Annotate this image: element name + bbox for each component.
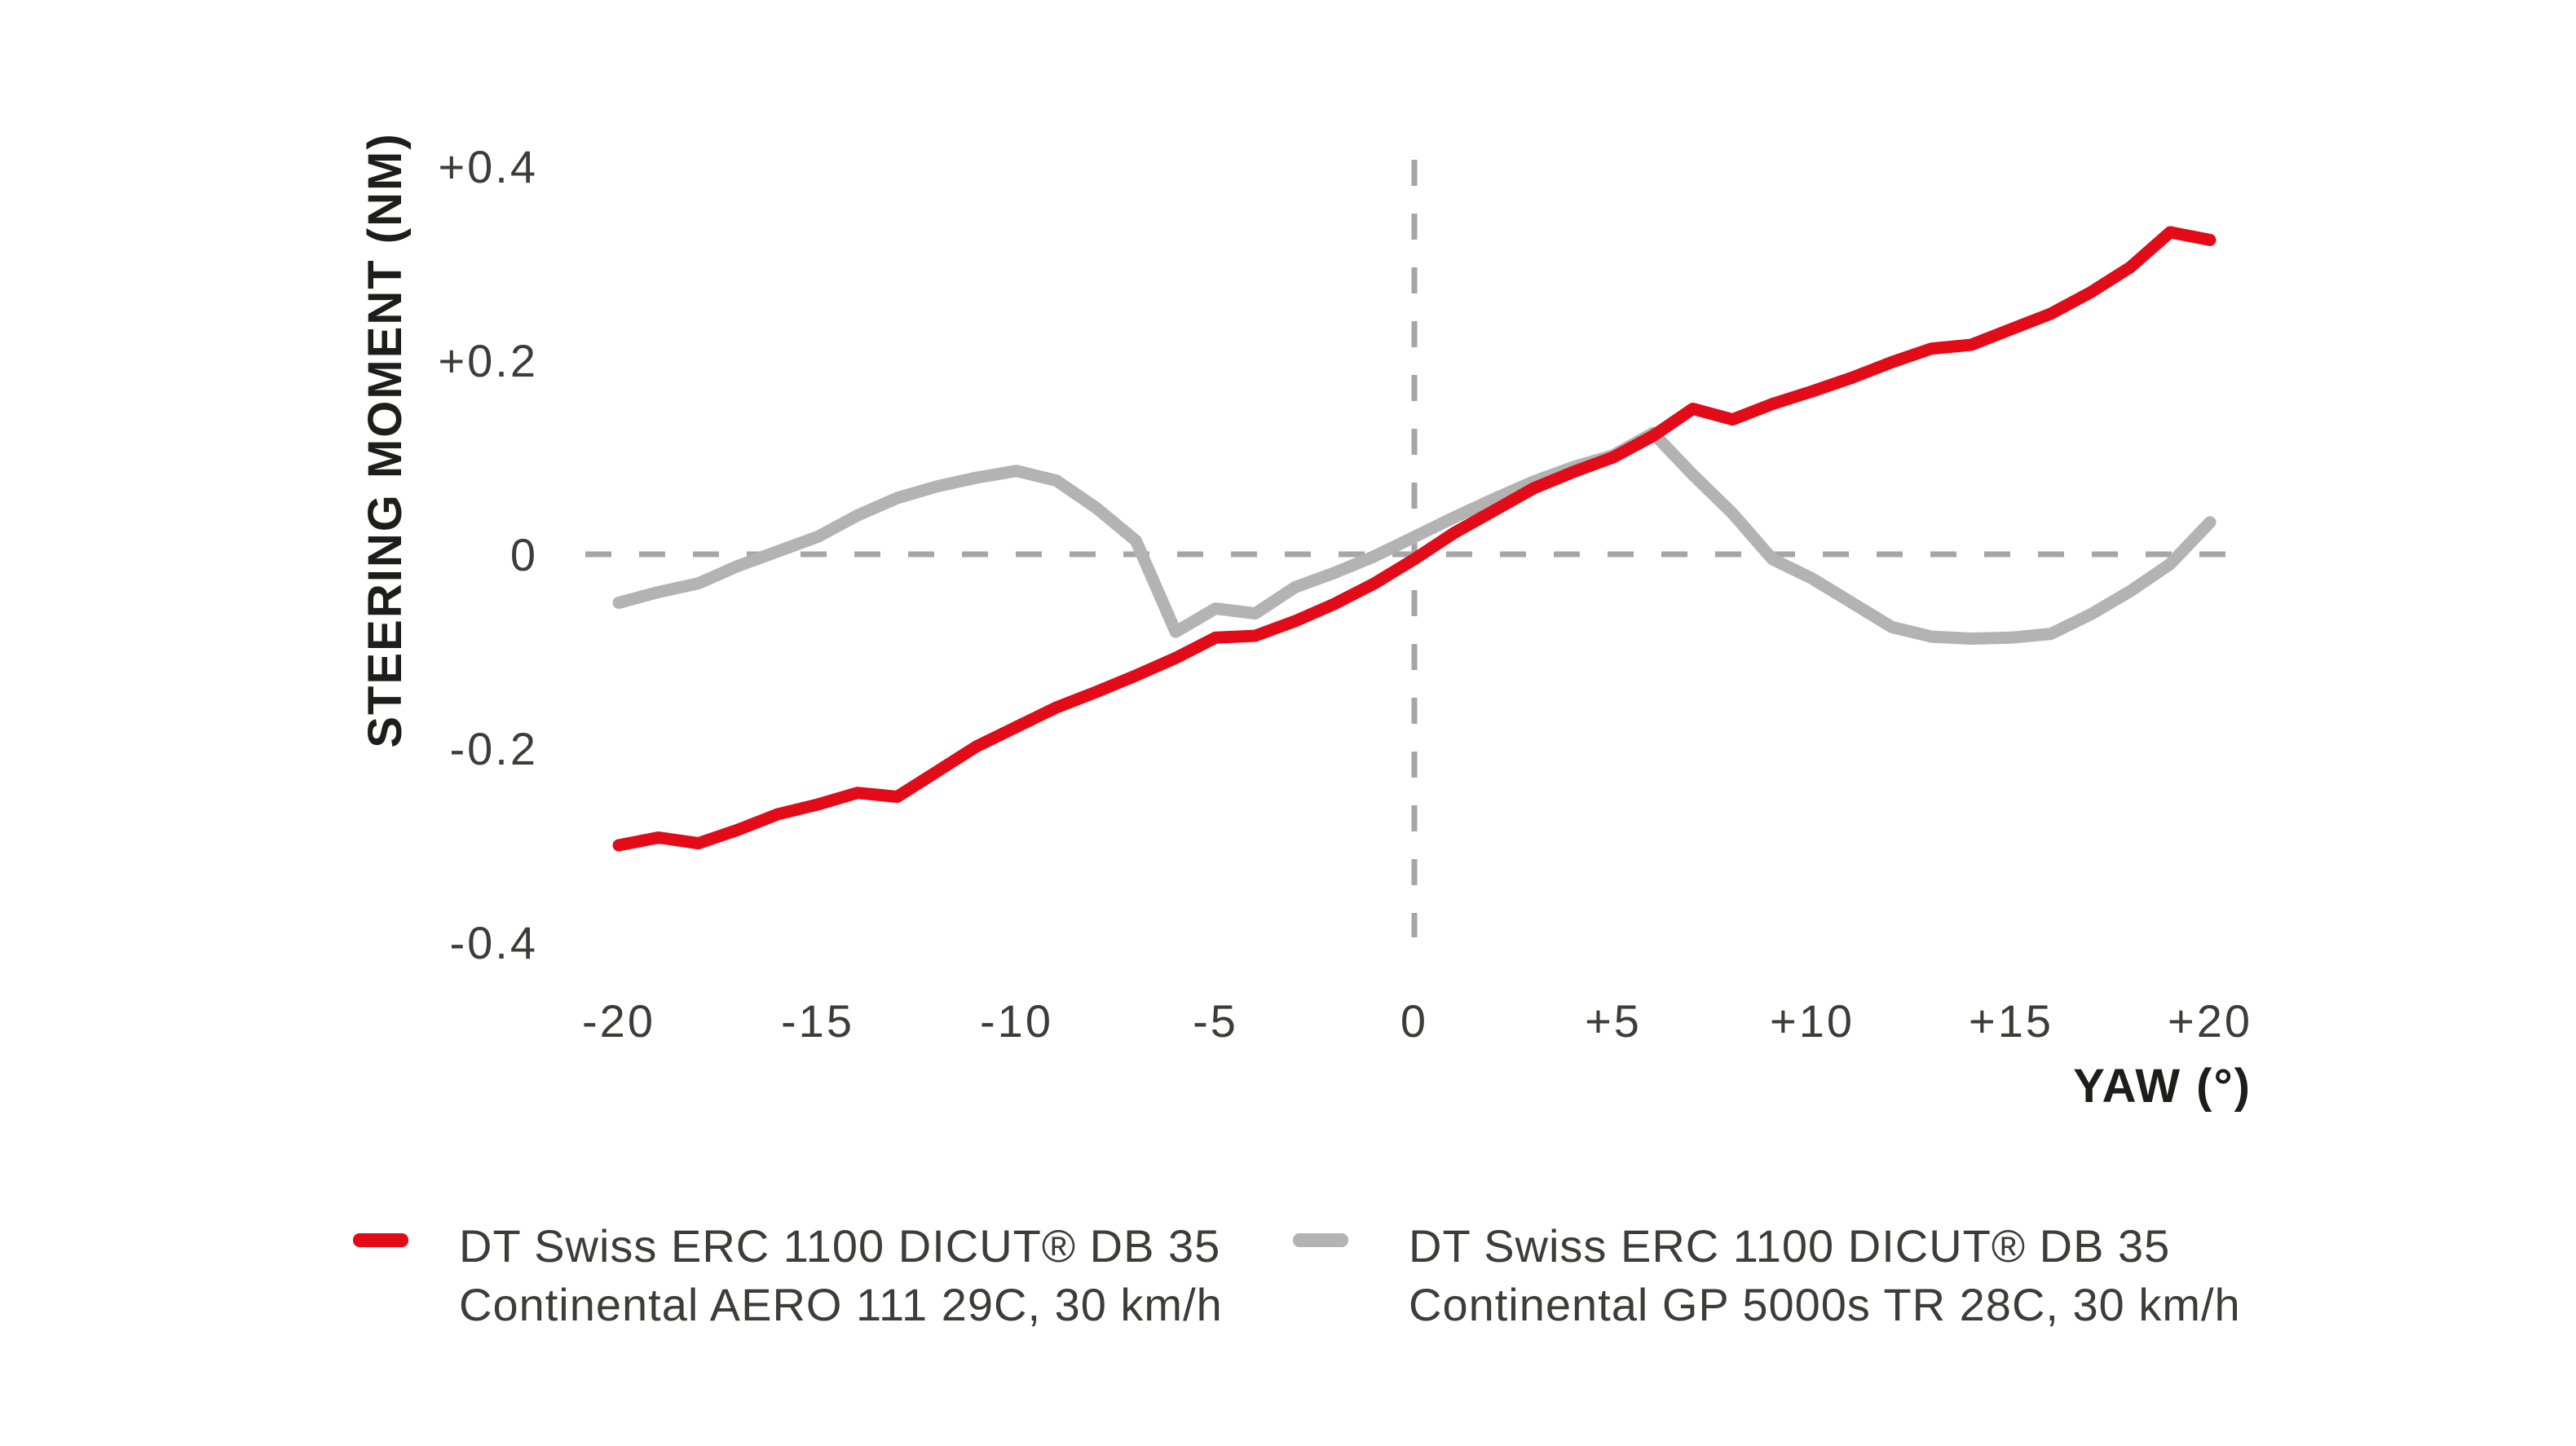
legend-item-aero111: DT Swiss ERC 1100 DICUT® DB 35 Continent… [353,1220,1223,1330]
x-tick-label: -15 [781,995,854,1047]
x-tick-label: -5 [1193,995,1238,1047]
x-axis-title: YAW (°) [2073,1060,2252,1113]
legend: DT Swiss ERC 1100 DICUT® DB 35 Continent… [353,1220,2241,1330]
legend-item-gp5000s: DT Swiss ERC 1100 DICUT® DB 35 Continent… [1293,1220,2241,1330]
legend-item-aero111-line1: DT Swiss ERC 1100 DICUT® DB 35 [459,1220,1220,1272]
legend-swatch-gray [1293,1233,1348,1247]
x-tick-label: +20 [2168,995,2252,1047]
zero-reference-lines [585,160,2235,937]
y-tick-label: +0.2 [438,335,538,386]
y-tick-label: 0 [510,529,538,580]
x-tick-label: -20 [582,995,655,1047]
legend-item-gp5000s-line2: Continental GP 5000s TR 28C, 30 km/h [1409,1279,2241,1330]
y-tick-label: -0.2 [450,723,539,774]
series-gp5000s-line [612,426,2217,645]
x-tick-label: +15 [1969,995,2053,1047]
series-aero111-line [612,226,2217,852]
y-axis-title: STEERING MOMENT (NM) [359,132,412,747]
y-tick-label: -0.4 [450,917,539,968]
x-tick-label: 0 [1400,995,1428,1047]
x-axis-ticks: -20 -15 -10 -5 0 +5 +10 +15 +20 [582,995,2252,1047]
legend-swatch-red [353,1233,408,1247]
y-tick-label: +0.4 [438,141,538,192]
x-tick-label: +5 [1585,995,1642,1047]
x-tick-label: -10 [980,995,1053,1047]
y-axis-ticks: +0.4 +0.2 0 -0.2 -0.4 [438,141,539,968]
legend-item-gp5000s-line1: DT Swiss ERC 1100 DICUT® DB 35 [1409,1220,2170,1272]
x-tick-label: +10 [1770,995,1855,1047]
legend-item-aero111-line2: Continental AERO 111 29C, 30 km/h [459,1279,1223,1330]
